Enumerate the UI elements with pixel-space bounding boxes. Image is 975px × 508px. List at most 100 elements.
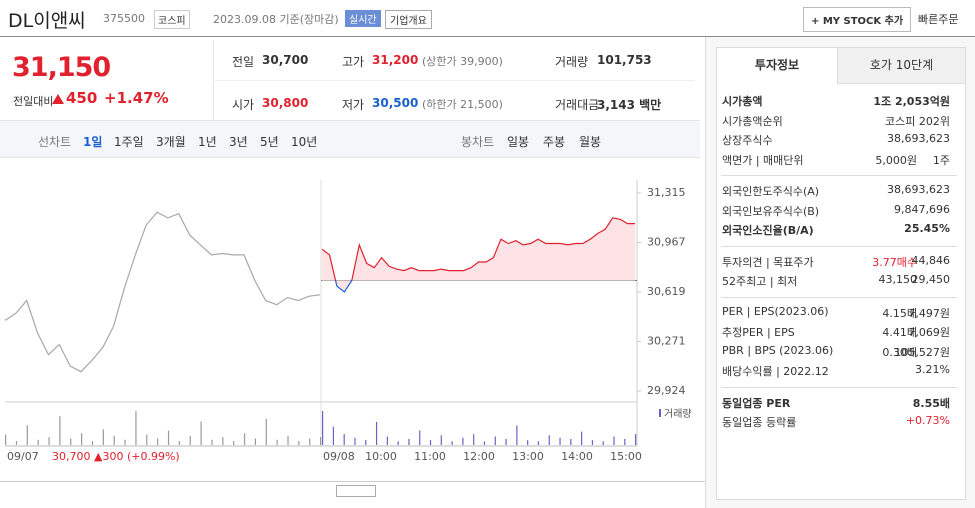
info-value: 0.30배 [882,345,917,359]
volume-bar [70,438,72,445]
volume-bar [635,434,637,445]
volume-bar [624,438,626,445]
group-divider [721,175,957,176]
quote-value: 30,700 [262,53,309,67]
volume-bar [462,437,464,445]
invest-tab[interactable]: 호가 10단계 [837,48,965,84]
info-label: 52주최고 | 최저 [722,275,798,288]
quick-order[interactable]: 빠른주문 [918,13,959,26]
period-tab[interactable]: 3개월 [156,135,186,149]
period-tab[interactable]: 10년 [291,135,318,149]
volume-bar [375,421,378,445]
volume-bar [157,438,159,445]
mystock-button[interactable]: + MY STOCK 추가 [803,7,912,32]
quote-note: (하한가 21,500) [422,98,503,111]
quote-label: 고가 [342,55,365,69]
info-value: 7,069원 [908,326,950,339]
y-tick-label: 31,315 [647,186,686,199]
hour-label: 11:00 [414,450,446,463]
volume-bar [613,436,615,445]
candle-tab[interactable]: 월봉 [579,135,602,149]
volume-bar [516,425,518,445]
overview-dropdown[interactable]: 기업개요 [385,10,432,29]
quote-label: 저가 [342,98,365,112]
volume-bar [309,438,311,445]
volume-bar [298,441,300,445]
collapse-button[interactable] [336,485,376,497]
volume-bar [265,418,267,445]
period-tab[interactable]: 3년 [229,135,248,149]
period-tab[interactable]: 1년 [198,135,217,149]
volume-bar [26,425,28,445]
volume-bar [505,438,507,445]
period-tab[interactable]: 1주일 [114,135,144,149]
price-line [321,217,635,293]
volume-bar [419,430,421,445]
quote-label: 전일 [232,55,255,69]
volume-bar [386,436,388,445]
volume-bar [211,439,213,445]
volume-bar [429,440,432,445]
invest-tab[interactable]: 투자정보 [717,48,837,83]
info-label: 외국인소진율(B/A) [722,224,814,237]
volume-bar [113,435,115,445]
volume-bar [365,440,367,445]
volume-bar [102,429,104,445]
change-pct: +1.47% [104,89,169,107]
group-divider [721,296,957,298]
period-tab[interactable]: 1일 [83,135,103,149]
info-label: 외국인보유주식수(B) [722,204,820,218]
quote-value: 31,200 [372,53,419,67]
volume-bar [233,441,235,445]
y-tick-label: 30,619 [647,285,686,298]
day-label: 09/07 [7,450,39,463]
quote-value: 101,753 [597,53,652,67]
info-value: 7,497원 [908,306,950,320]
volume-bar [81,433,83,445]
info-value: 1주 [932,153,950,167]
group-divider [721,386,957,388]
tab-bar [0,120,700,158]
volume-bar [559,437,561,445]
volume-bar [483,441,486,445]
volume-bar [343,434,345,445]
candle-tab[interactable]: 주봉 [543,135,566,149]
volume-bar [48,437,50,445]
stock-name: DL이앤씨 [8,10,86,32]
line-chart-label: 선차트 [38,135,72,149]
candle-tab[interactable]: 일봉 [507,135,530,149]
realtime-badge[interactable]: 실시간 [345,10,381,27]
volume-bar [322,411,324,445]
stock-code: 375500 [103,12,145,25]
info-label: PBR | BPS (2023.06) [722,343,834,357]
current-price: 31,150 [12,52,111,83]
hour-label: 10:00 [365,450,397,463]
volume-bar [59,416,61,445]
info-label: 액면가 | 매매단위 [722,153,804,167]
info-value: 38,693,623 [887,132,950,145]
quote-value: 30,800 [262,96,309,110]
volume-bar [397,441,399,445]
bottom-rule [0,481,705,482]
header-rule [0,36,975,37]
change-label: 전일대비 [13,95,54,108]
info-value: 3.77매수 [872,255,917,269]
info-value: 1조 2,053억원 [873,95,950,108]
volume-bar [440,435,442,445]
info-label: PER | EPS(2023.06) [722,304,829,318]
volume-bar [320,437,322,445]
quote-label: 거래량 [555,55,589,69]
volume-bar [332,426,334,445]
invest-box [716,47,966,500]
volume-bar [189,435,191,445]
quote-label: 거래대금 [555,98,600,112]
volume-bar [135,411,137,445]
period-tab[interactable]: 5년 [260,135,279,149]
info-value: 25.45% [904,222,950,235]
info-value: 105,527원 [894,345,950,359]
volume-bar [570,438,572,445]
info-label: 투자의견 | 목표주가 [722,255,814,269]
group-divider [721,245,957,247]
info-label: 외국인한도주식수(A) [722,185,820,198]
